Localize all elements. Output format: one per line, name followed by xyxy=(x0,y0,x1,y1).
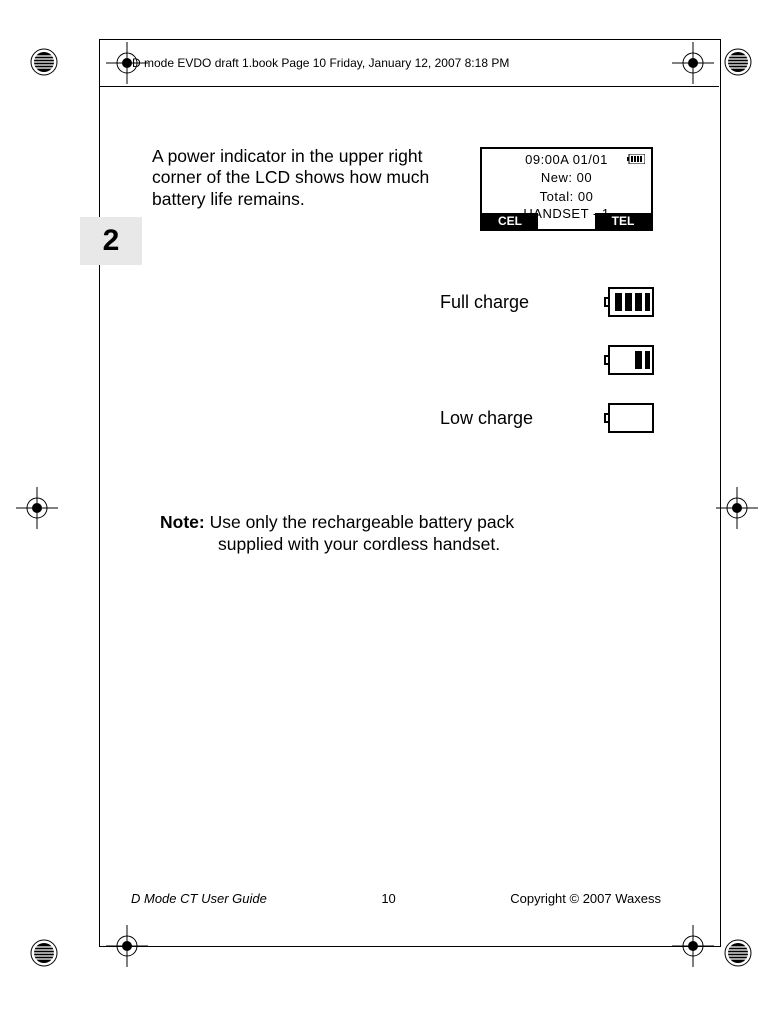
chapter-number: 2 xyxy=(103,224,120,258)
lcd-line3: Total: 00 xyxy=(482,190,651,204)
lcd-line1: 09:00A 01/01 xyxy=(482,153,651,167)
crosshair-mark-icon xyxy=(16,487,58,529)
lcd-softkeys: CEL TEL xyxy=(482,213,651,229)
note-text-line2: supplied with your cordless handset. xyxy=(218,534,620,556)
battery-mid-icon xyxy=(608,345,654,375)
battery-low-icon xyxy=(608,403,654,433)
lcd-screenshot: 09:00A 01/01 New: 00 Total: 00 HANDSET -… xyxy=(480,147,653,231)
lcd-line2: New: 00 xyxy=(482,171,651,185)
footer-copyright: Copyright © 2007 Waxess xyxy=(510,891,661,906)
note-label: Note: xyxy=(160,512,205,532)
registration-mark-icon xyxy=(29,938,59,968)
crosshair-mark-icon xyxy=(716,487,758,529)
full-charge-label: Full charge xyxy=(440,292,529,313)
lcd-softkey-right: TEL xyxy=(595,213,651,229)
crosshair-mark-icon xyxy=(106,42,148,84)
note-text-line1: Use only the rechargeable battery pack xyxy=(210,512,514,532)
footer-page: 10 xyxy=(381,891,395,906)
crosshair-mark-icon xyxy=(672,925,714,967)
page-footer: D Mode CT User Guide 10 Copyright © 2007… xyxy=(131,891,661,906)
note-block: Note: Use only the rechargeable battery … xyxy=(160,512,620,556)
chapter-tab: 2 xyxy=(80,217,142,265)
registration-mark-icon xyxy=(723,938,753,968)
header-divider xyxy=(99,86,719,87)
low-charge-label: Low charge xyxy=(440,408,533,429)
registration-mark-icon xyxy=(723,47,753,77)
crosshair-mark-icon xyxy=(672,42,714,84)
page-header-text: D mode EVDO draft 1.book Page 10 Friday,… xyxy=(132,56,509,70)
footer-title: D Mode CT User Guide xyxy=(131,891,267,906)
crosshair-mark-icon xyxy=(106,925,148,967)
registration-mark-icon xyxy=(29,47,59,77)
body-paragraph: A power indicator in the upper right cor… xyxy=(152,146,457,210)
lcd-softkey-left: CEL xyxy=(482,213,538,229)
battery-icon xyxy=(627,154,645,164)
battery-full-icon xyxy=(608,287,654,317)
